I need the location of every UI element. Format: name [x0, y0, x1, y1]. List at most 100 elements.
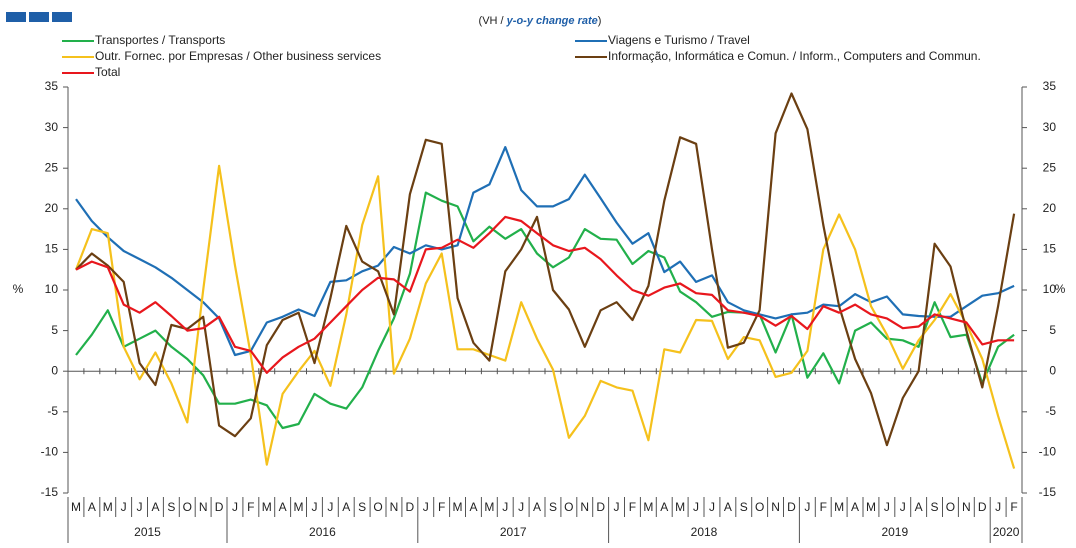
y-tick-label: 25 — [45, 160, 59, 174]
x-tick-label: S — [740, 500, 748, 514]
x-tick-label: J — [137, 500, 143, 514]
legend-label: Transportes / Transports — [95, 33, 225, 47]
legend-label: Total — [95, 65, 120, 79]
x-tick-label: J — [423, 500, 429, 514]
y-tick-label: 20 — [45, 201, 59, 215]
year-label: 2018 — [691, 525, 718, 539]
logo-block — [29, 12, 49, 22]
y2-axis-label: % — [1055, 282, 1066, 296]
x-tick-label: S — [931, 500, 939, 514]
y-tick-label: -15 — [41, 485, 59, 499]
y-tick-label: 35 — [45, 79, 59, 93]
subtitle: (VH / y-o-y change rate) — [479, 15, 602, 27]
y2-tick-label: 15 — [1043, 242, 1057, 256]
y2-tick-label: 0 — [1049, 363, 1056, 377]
series-line — [74, 164, 1016, 469]
y-tick-label: -5 — [47, 404, 58, 418]
x-tick-label: A — [342, 500, 350, 514]
x-tick-label: M — [453, 500, 463, 514]
x-tick-label: O — [755, 500, 764, 514]
y-tick-label: 0 — [51, 363, 58, 377]
x-tick-label: A — [88, 500, 96, 514]
x-tick-label: M — [103, 500, 113, 514]
y2-tick-label: 10 — [1043, 282, 1057, 296]
x-tick-label: D — [978, 500, 987, 514]
x-tick-label: J — [121, 500, 127, 514]
x-tick-label: M — [484, 500, 494, 514]
x-tick-label: M — [294, 500, 304, 514]
subtitle-part: y-o-y change rate — [506, 15, 598, 27]
logo-block — [52, 12, 72, 22]
series-line — [75, 215, 1015, 374]
x-tick-label: A — [533, 500, 541, 514]
year-label: 2015 — [134, 525, 161, 539]
x-tick-label: D — [596, 500, 605, 514]
y-tick-label: 30 — [45, 120, 59, 134]
x-tick-label: A — [851, 500, 859, 514]
y-tick-label: 15 — [45, 242, 59, 256]
x-tick-label: M — [675, 500, 685, 514]
y2-tick-label: 20 — [1043, 201, 1057, 215]
y-tick-label: 10 — [45, 282, 59, 296]
subtitle-part: (VH / — [479, 15, 507, 27]
year-label: 2020 — [993, 525, 1020, 539]
x-tick-label: J — [327, 500, 333, 514]
y-axis-label: % — [13, 282, 24, 296]
x-tick-label: J — [232, 500, 238, 514]
legend-label: Viagens e Turismo / Travel — [608, 33, 750, 47]
x-tick-label: F — [820, 500, 827, 514]
y2-tick-label: 35 — [1043, 79, 1057, 93]
x-tick-label: D — [787, 500, 796, 514]
x-tick-label: S — [549, 500, 557, 514]
x-tick-label: A — [724, 500, 732, 514]
x-tick-label: M — [866, 500, 876, 514]
x-tick-label: N — [580, 500, 589, 514]
x-tick-label: S — [358, 500, 366, 514]
year-label: 2016 — [309, 525, 336, 539]
x-tick-label: J — [311, 500, 317, 514]
y2-tick-label: -10 — [1039, 445, 1057, 459]
x-tick-label: A — [469, 500, 477, 514]
x-tick-label: M — [643, 500, 653, 514]
x-tick-label: O — [373, 500, 382, 514]
x-tick-label: J — [502, 500, 508, 514]
logo-block — [6, 12, 26, 22]
x-tick-label: J — [614, 500, 620, 514]
x-tick-label: D — [215, 500, 224, 514]
y-tick-label: -10 — [41, 445, 59, 459]
year-label: 2017 — [500, 525, 527, 539]
series-line — [75, 146, 1015, 357]
y2-tick-label: 30 — [1043, 120, 1057, 134]
x-tick-label: N — [390, 500, 399, 514]
x-tick-label: N — [199, 500, 208, 514]
x-tick-label: M — [834, 500, 844, 514]
y2-tick-label: -5 — [1045, 404, 1056, 418]
year-label: 2019 — [881, 525, 908, 539]
series-line — [75, 92, 1016, 447]
x-tick-label: A — [279, 500, 287, 514]
x-tick-label: M — [71, 500, 81, 514]
x-tick-label: D — [406, 500, 415, 514]
y2-tick-label: 5 — [1049, 323, 1056, 337]
x-tick-label: F — [1010, 500, 1017, 514]
x-tick-label: J — [995, 500, 1001, 514]
x-tick-label: A — [660, 500, 668, 514]
series-line — [75, 191, 1015, 430]
x-tick-label: F — [438, 500, 445, 514]
x-tick-label: J — [693, 500, 699, 514]
x-tick-label: O — [183, 500, 192, 514]
x-tick-label: A — [151, 500, 159, 514]
x-tick-label: O — [564, 500, 573, 514]
x-tick-label: N — [771, 500, 780, 514]
x-tick-label: J — [900, 500, 906, 514]
x-tick-label: O — [946, 500, 955, 514]
x-tick-label: J — [804, 500, 810, 514]
x-tick-label: S — [167, 500, 175, 514]
x-tick-label: M — [262, 500, 272, 514]
x-tick-label: F — [629, 500, 636, 514]
x-tick-label: A — [915, 500, 923, 514]
legend-label: Outr. Fornec. por Empresas / Other busin… — [95, 49, 381, 63]
legend-label: Informação, Informática e Comun. / Infor… — [608, 49, 981, 63]
y-tick-label: 5 — [51, 323, 58, 337]
